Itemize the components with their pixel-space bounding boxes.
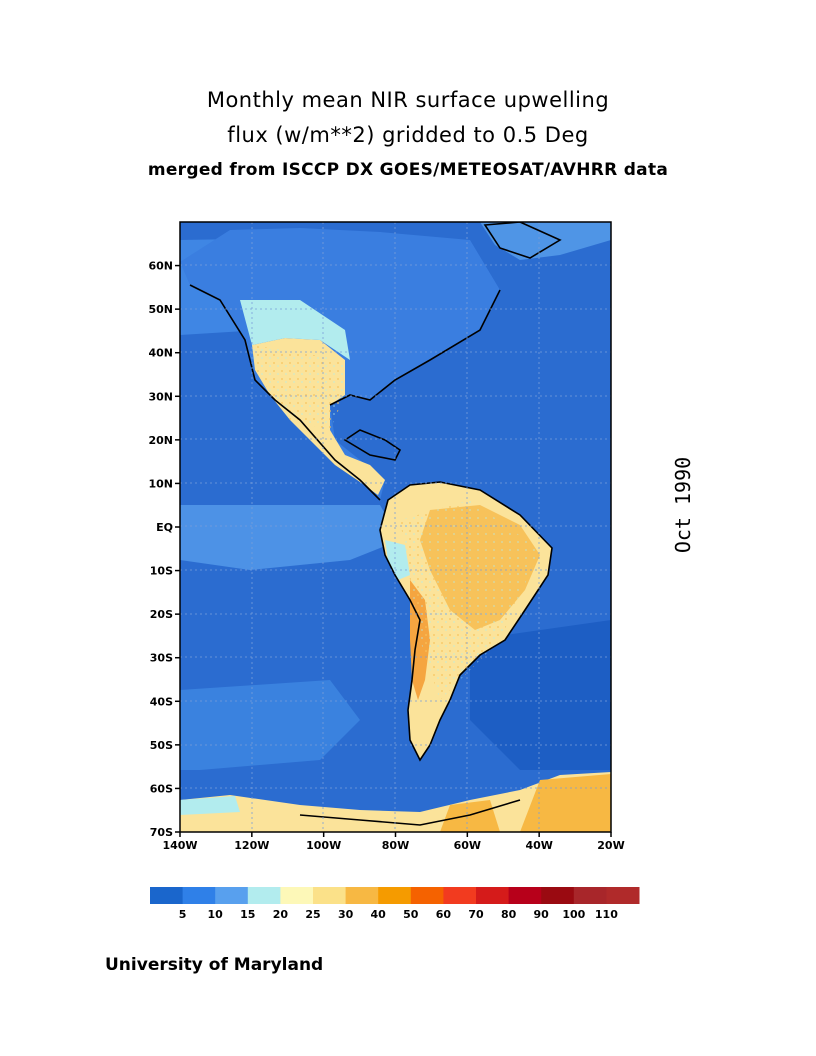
colorbar-swatch: [280, 887, 314, 904]
latitude-axis: 60N 50N 40N 30N 20N 10N EQ 10S 20S 30S 40S 50S 60S 70…: [148, 260, 180, 839]
colorbar: 5 10 15 20 25 30 40 50 60 70 80 90 100 110: [150, 887, 640, 921]
lon-tick-label: 40W: [525, 839, 552, 852]
colorbar-label: 90: [534, 908, 550, 921]
lon-tick-label: 20W: [597, 839, 624, 852]
antarctic-band: [180, 772, 611, 832]
graticule: [180, 222, 611, 832]
longitude-axis: 140W 120W 100W 80W 60W 40W 20W: [162, 832, 625, 852]
colorbar-swatch: [215, 887, 249, 904]
lat-tick-label: 20N: [148, 434, 173, 447]
lon-tick-label: 80W: [382, 839, 409, 852]
colorbar-swatch: [476, 887, 510, 904]
lat-tick-label: 60S: [150, 782, 173, 795]
map-subtitle: merged from ISCCP DX GOES/METEOSAT/AVHRR…: [147, 160, 669, 180]
colorbar-label: 20: [273, 908, 289, 921]
antarctic-cool-strip: [180, 796, 240, 815]
colorbar-label: 100: [562, 908, 585, 921]
colorbar-swatch: [508, 887, 542, 904]
lat-tick-label: 30N: [148, 390, 173, 403]
colorbar-label: 5: [179, 908, 187, 921]
lat-tick-label: 40N: [148, 347, 173, 360]
lat-tick-label: 50N: [148, 303, 173, 316]
lat-tick-label: 70S: [150, 826, 173, 839]
date-label: Oct 1990: [671, 456, 695, 554]
colorbar-swatch: [443, 887, 477, 904]
north-america-speckle: [252, 345, 345, 430]
colorbar-label: 40: [371, 908, 387, 921]
lat-tick-label: 50S: [150, 739, 173, 752]
ocean-light-zone-equatorial: [180, 505, 400, 570]
antarctic-warm-zone: [520, 774, 611, 832]
colorbar-label: 80: [501, 908, 517, 921]
ocean-dark-zone: [470, 620, 611, 770]
lat-tick-label: EQ: [156, 521, 173, 534]
map-figure: 60N 50N 40N 30N 20N 10N EQ 10S 20S 30S 40S 50S 60S 70…: [148, 221, 640, 921]
lat-tick-label: 30S: [150, 652, 173, 665]
colorbar-label: 15: [240, 908, 255, 921]
colorbar-label: 10: [208, 908, 224, 921]
colorbar-label: 30: [338, 908, 354, 921]
antarctic-orange-patch: [440, 800, 500, 832]
colorbar-swatch: [345, 887, 379, 904]
colorbar-swatch: [606, 887, 640, 904]
colorbar-label: 50: [403, 908, 419, 921]
colorbar-label: 60: [436, 908, 452, 921]
map-title-line-2: flux (w/m**2) gridded to 0.5 Deg: [227, 123, 589, 147]
amazon-cool-patch: [385, 540, 410, 580]
ocean-light-zone-south: [180, 680, 360, 770]
colorbar-swatch: [247, 887, 281, 904]
lat-tick-label: 20S: [150, 608, 173, 621]
lat-tick-label: 60N: [148, 260, 173, 273]
colorbar-swatch: [378, 887, 412, 904]
lon-tick-label: 120W: [234, 839, 269, 852]
colorbar-swatch: [150, 887, 184, 904]
lon-tick-label: 100W: [306, 839, 341, 852]
colorbar-label: 110: [595, 908, 618, 921]
greenland-landmass: [480, 222, 611, 260]
lat-tick-label: 40S: [150, 695, 173, 708]
colorbar-label: 70: [468, 908, 484, 921]
lon-tick-label: 60W: [454, 839, 481, 852]
colorbar-label: 25: [305, 908, 320, 921]
lat-tick-label: 10N: [148, 477, 173, 490]
lat-tick-label: 10S: [150, 565, 173, 578]
south-america-speckle: [400, 500, 540, 700]
colorbar-swatch: [313, 887, 347, 904]
lon-tick-label: 140W: [162, 839, 197, 852]
colorbar-swatch: [182, 887, 216, 904]
north-america-transition-region: [240, 300, 350, 360]
map-title-line-1: Monthly mean NIR surface upwelling: [206, 88, 610, 112]
colorbar-swatch: [541, 887, 575, 904]
colorbar-swatch: [410, 887, 444, 904]
credit-label: University of Maryland: [105, 955, 324, 975]
colorbar-swatch: [573, 887, 607, 904]
